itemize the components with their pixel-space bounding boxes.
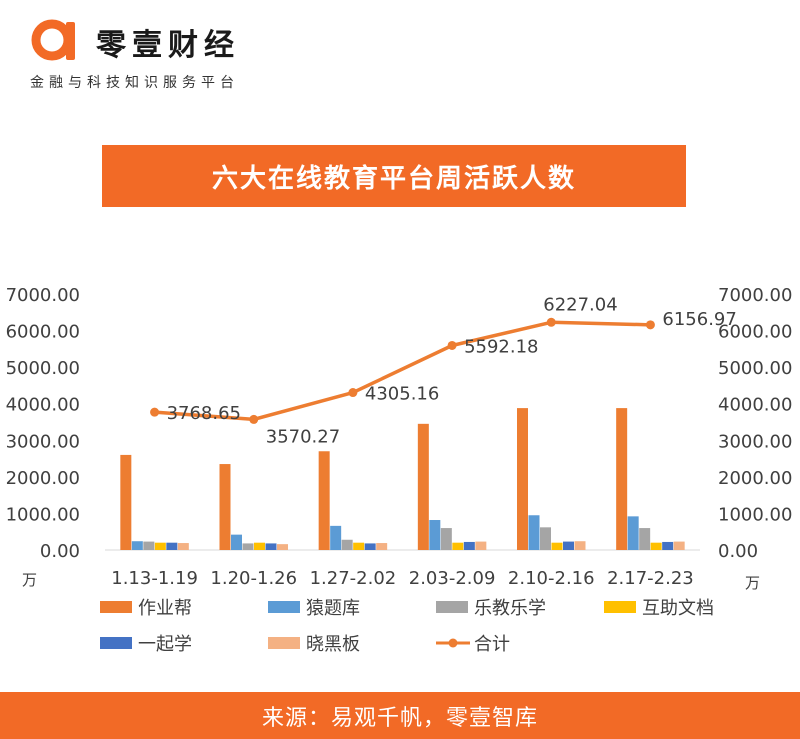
bar [242, 543, 254, 550]
brand-header: 零壹财经 金融与科技知识服务平台 [28, 14, 428, 94]
bar [650, 542, 662, 550]
legend-label: 乐教乐学 [474, 598, 546, 619]
bar [574, 541, 586, 550]
y-tick-label-right: 5000.00 [718, 358, 792, 379]
chart-title: 六大在线教育平台周活跃人数 [102, 145, 686, 207]
y-tick-label-left: 5000.00 [6, 358, 80, 379]
bar [673, 541, 685, 550]
bar [364, 543, 376, 550]
y-tick-label-left: 6000.00 [6, 322, 80, 343]
bar [219, 464, 231, 550]
x-tick-label: 1.20-1.26 [210, 568, 297, 589]
legend-swatch [604, 601, 636, 613]
bar [551, 542, 563, 550]
x-tick-label: 2.17-2.23 [607, 568, 694, 589]
y-tick-label-left: 3000.00 [6, 431, 80, 452]
y-tick-label-left: 4000.00 [6, 395, 80, 416]
total-data-label: 5592.18 [464, 336, 538, 357]
bar [177, 543, 189, 550]
brand-name: 零壹财经 [96, 28, 240, 63]
chart: 0.00 0.00 1000.00 1000.00 2000.00 2000.00 3000… [6, 285, 793, 655]
total-point [249, 414, 259, 424]
total-data-label: 6227.04 [543, 294, 617, 315]
y-tick-label-right: 1000.00 [718, 504, 792, 525]
bar [463, 541, 475, 550]
y-tick-label-left: 1000.00 [6, 504, 80, 525]
legend-swatch-marker [448, 638, 458, 648]
bar [376, 543, 388, 550]
alpha-logo-icon [31, 19, 75, 61]
bar [265, 543, 277, 550]
total-point [546, 317, 556, 327]
source-footer: 来源：易观千帆，零壹智库 [0, 692, 800, 739]
y-tick-label-right: 3000.00 [718, 431, 792, 452]
total-data-label: 3768.65 [167, 403, 241, 424]
legend-swatch [268, 637, 300, 649]
y-tick-label-right: 2000.00 [718, 468, 792, 489]
unit-label-right: 万 [745, 574, 760, 592]
total-point [645, 320, 655, 330]
bar [662, 541, 674, 550]
legend-swatch [100, 637, 132, 649]
bar [528, 515, 540, 550]
total-point [150, 407, 160, 417]
x-tick-label: 1.13-1.19 [111, 568, 198, 589]
bar [429, 520, 441, 550]
unit-label-left: 万 [22, 571, 37, 589]
bar [563, 541, 574, 550]
y-tick-label-right: 7000.00 [718, 285, 792, 306]
x-tick-label: 2.10-2.16 [508, 568, 595, 589]
y-tick-label-right: 6000.00 [718, 322, 792, 343]
bar [540, 527, 551, 550]
total-data-label: 4305.16 [365, 384, 439, 405]
y-tick-label-left: 2000.00 [6, 468, 80, 489]
legend-label: 晓黑板 [306, 634, 360, 655]
bar [341, 539, 353, 550]
y-tick-label-right: 4000.00 [718, 395, 792, 416]
bar [517, 408, 528, 550]
bar [318, 451, 330, 550]
bar [277, 544, 288, 550]
bar [627, 516, 639, 550]
brand-tagline: 金融与科技知识服务平台 [30, 75, 239, 91]
total-point [348, 388, 358, 398]
total-data-label: 6156.97 [662, 309, 736, 330]
y-tick-label-left: 0.00 [40, 541, 80, 562]
bar [254, 542, 265, 550]
legend-label: 猿题库 [306, 598, 360, 619]
total-line [154, 320, 651, 422]
bar [353, 542, 365, 550]
bar [154, 542, 166, 550]
x-tick-label: 2.03-2.09 [409, 568, 496, 589]
y-tick-label-right: 0.00 [718, 541, 758, 562]
legend-swatch [436, 601, 468, 613]
total-point [447, 340, 457, 350]
x-tick-label: 1.27-2.02 [310, 568, 397, 589]
bar [143, 541, 155, 550]
y-tick-label-left: 7000.00 [6, 285, 80, 306]
bar [639, 528, 651, 550]
bar [330, 525, 342, 550]
legend-label: 合计 [474, 634, 510, 655]
bar [120, 454, 132, 550]
bar [452, 542, 464, 550]
bar [131, 541, 143, 550]
legend-label: 一起学 [138, 634, 192, 655]
legend-swatch [100, 601, 132, 613]
bar [231, 534, 242, 550]
bar [475, 541, 487, 550]
bar [616, 408, 628, 550]
legend-label: 互助文档 [642, 598, 714, 619]
legend-swatch [268, 601, 300, 613]
bar [166, 542, 178, 550]
bar [417, 423, 429, 550]
total-data-label: 3570.27 [266, 426, 340, 447]
bar [440, 528, 452, 550]
legend-label: 作业帮 [138, 598, 192, 619]
